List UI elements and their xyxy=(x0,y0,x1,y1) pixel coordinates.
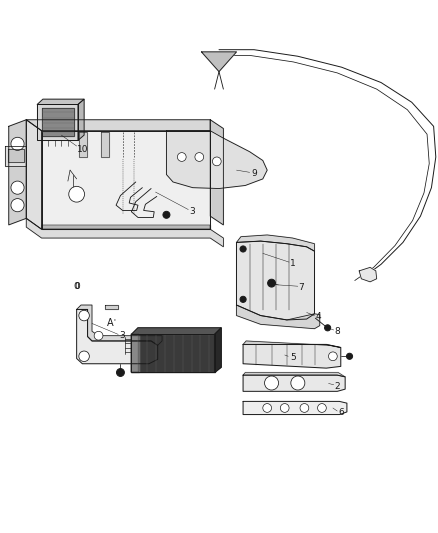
Text: 2: 2 xyxy=(335,382,340,391)
Circle shape xyxy=(280,403,289,413)
Circle shape xyxy=(300,403,309,413)
Polygon shape xyxy=(166,131,267,189)
Polygon shape xyxy=(77,305,162,345)
Polygon shape xyxy=(42,225,210,229)
Circle shape xyxy=(195,152,204,161)
Text: A: A xyxy=(107,318,114,328)
Circle shape xyxy=(94,332,103,340)
Text: 0: 0 xyxy=(74,282,80,290)
Polygon shape xyxy=(105,305,118,310)
Polygon shape xyxy=(210,120,223,225)
Polygon shape xyxy=(359,268,377,282)
Circle shape xyxy=(263,403,272,413)
Polygon shape xyxy=(237,305,320,329)
Circle shape xyxy=(11,138,24,150)
Circle shape xyxy=(325,325,331,331)
Circle shape xyxy=(291,376,305,390)
Polygon shape xyxy=(78,99,84,140)
Polygon shape xyxy=(243,375,345,391)
Text: 3: 3 xyxy=(189,207,195,216)
Polygon shape xyxy=(131,334,139,373)
Polygon shape xyxy=(131,328,221,334)
Circle shape xyxy=(69,187,85,202)
Text: 8: 8 xyxy=(335,327,340,336)
Circle shape xyxy=(240,246,246,252)
Text: ': ' xyxy=(113,318,115,324)
Circle shape xyxy=(177,152,186,161)
Polygon shape xyxy=(243,373,345,377)
Polygon shape xyxy=(5,146,26,166)
Circle shape xyxy=(240,296,246,302)
Text: 7: 7 xyxy=(299,283,304,292)
Text: 3: 3 xyxy=(119,331,125,340)
Polygon shape xyxy=(26,219,223,247)
Circle shape xyxy=(79,351,89,361)
Polygon shape xyxy=(37,104,78,140)
Circle shape xyxy=(328,352,337,361)
Circle shape xyxy=(11,181,24,194)
Circle shape xyxy=(163,211,170,219)
Circle shape xyxy=(117,368,124,376)
Polygon shape xyxy=(42,108,74,136)
Polygon shape xyxy=(37,99,84,104)
Circle shape xyxy=(11,199,24,212)
Polygon shape xyxy=(237,241,314,320)
Polygon shape xyxy=(26,120,42,229)
Polygon shape xyxy=(101,132,109,157)
Text: 1: 1 xyxy=(290,259,296,268)
Polygon shape xyxy=(215,328,221,373)
Circle shape xyxy=(318,403,326,413)
Polygon shape xyxy=(42,131,210,229)
Polygon shape xyxy=(26,120,210,131)
Polygon shape xyxy=(8,149,24,162)
Text: 9: 9 xyxy=(251,169,257,178)
Circle shape xyxy=(212,157,221,166)
Circle shape xyxy=(268,279,276,287)
Circle shape xyxy=(79,310,89,321)
Polygon shape xyxy=(131,334,215,373)
Polygon shape xyxy=(77,310,158,364)
Polygon shape xyxy=(237,235,314,251)
Text: 6: 6 xyxy=(338,408,344,417)
Polygon shape xyxy=(201,52,237,71)
Text: 0: 0 xyxy=(74,282,79,290)
Circle shape xyxy=(265,376,279,390)
Circle shape xyxy=(346,353,353,359)
Polygon shape xyxy=(243,341,341,348)
Polygon shape xyxy=(243,401,347,415)
Text: 5: 5 xyxy=(290,353,296,362)
Polygon shape xyxy=(9,120,26,225)
Polygon shape xyxy=(243,344,341,368)
Polygon shape xyxy=(79,132,87,157)
Text: 10: 10 xyxy=(77,144,88,154)
Text: 4: 4 xyxy=(315,312,321,321)
